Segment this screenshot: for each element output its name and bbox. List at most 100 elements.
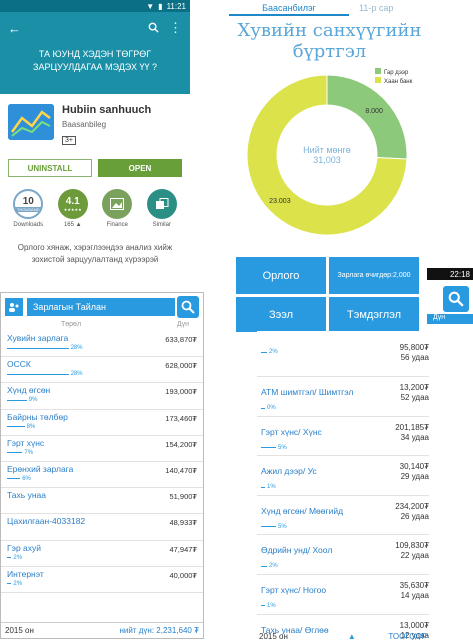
table-row[interactable]: Интернэт 40,000₮ 2% <box>1 567 203 593</box>
rating-stat[interactable]: 4.1 ★★★★★ 165 ▲ <box>56 189 90 228</box>
search-icon[interactable] <box>443 286 469 312</box>
table-row[interactable]: Хүнд өгсөн 193,000₮ 9% <box>1 383 203 410</box>
item-category: Өдрийн унд/ Хоол <box>261 545 333 556</box>
category-stat[interactable]: Finance <box>100 189 134 228</box>
row-category: Цахилгаан-4033182 <box>7 516 86 527</box>
item-share-bar <box>261 407 265 409</box>
status-bar: 22:18 <box>427 268 473 280</box>
pie-slice-1[interactable] <box>246 74 408 236</box>
status-bar: ▼ ▮ 11:21 <box>0 0 190 12</box>
report-year[interactable]: 2015 он <box>5 626 34 635</box>
table-row[interactable]: Хувийн зарлага 633,870₮ 28% <box>1 331 203 358</box>
open-button[interactable]: OPEN <box>98 159 182 177</box>
row-amount: 154,200₮ <box>165 439 197 449</box>
row-category: Тахь унаа <box>7 490 46 501</box>
row-share-bar <box>7 583 12 585</box>
row-percent: 9% <box>28 397 38 404</box>
row-amount: 40,000₮ <box>169 570 197 580</box>
rating-value: 4.1 <box>65 196 80 207</box>
row-percent: 28% <box>70 345 83 351</box>
row-amount: 173,460₮ <box>165 413 197 423</box>
row-category: Гэр ахуй <box>7 542 42 553</box>
item-share-bar <box>261 526 276 528</box>
table-row[interactable]: Гэрт хүнс 154,200₮ 7% <box>1 436 203 462</box>
item-percent: 5% <box>278 444 287 451</box>
banner-text: ТА ЮУНД ХЭДЭН ТӨГРӨГ ЗАРЦУУЛДАГАА МЭДЭХ … <box>33 49 157 72</box>
similar-stat[interactable]: Similar <box>145 189 179 228</box>
row-percent: 6% <box>22 475 31 482</box>
table-row[interactable]: Ерөнхий зарлага 140,470₮ 6% <box>1 462 203 489</box>
tab-bar: Баасанбилэг 11-р сар <box>229 0 430 16</box>
row-percent: 2% <box>13 580 23 587</box>
item-count: 34 удаа <box>400 432 429 442</box>
col-type: Төрөл <box>61 321 82 328</box>
item-category: Тахь унаа/ Өглөө <box>261 624 329 635</box>
status-time: 11:21 <box>166 1 186 11</box>
item-count: 29 удаа <box>400 472 429 482</box>
more-vert-icon[interactable]: ⋮ <box>169 20 182 35</box>
app-icon <box>8 104 54 140</box>
expand-icon[interactable]: ▲ <box>347 631 356 641</box>
row-share-bar <box>7 452 23 454</box>
expense-button[interactable]: Зарлага өчигдөр:2,000 <box>329 257 419 294</box>
uninstall-button[interactable]: UNINSTALL <box>8 159 92 177</box>
item-amount: 109,830₮ 22 удаа <box>395 541 429 561</box>
row-amount: 48,933₮ <box>169 518 197 528</box>
legend-label: Хаан банк <box>384 79 413 85</box>
row-category: ОССК <box>7 359 31 370</box>
center-value: 31,003 <box>313 155 341 165</box>
tab-user[interactable]: Баасанбилэг <box>229 0 349 16</box>
item-share-bar <box>261 486 265 488</box>
tab-month[interactable]: 11-р сар <box>359 3 394 13</box>
search-icon[interactable] <box>177 296 199 318</box>
finance-icon <box>102 189 133 219</box>
category-label: Finance <box>106 222 128 228</box>
item-percent: 2% <box>269 563 278 570</box>
table-row[interactable]: Байрны төлбөр 173,460₮ 8% <box>1 410 203 436</box>
row-category: Хувийн зарлага <box>7 333 69 343</box>
item-count: 22 удаа <box>400 551 429 561</box>
income-button[interactable]: Орлого <box>236 257 326 294</box>
row-amount: 47,947₮ <box>169 544 197 554</box>
pie-center <box>278 106 376 204</box>
list-item[interactable]: Гэрт хүнс/ Ногоо 35,630₮ 14 удаа 1% <box>257 575 429 615</box>
loan-button[interactable]: Зээл <box>236 297 326 332</box>
back-arrow-icon[interactable]: ← <box>8 20 21 36</box>
item-share-bar <box>261 605 265 607</box>
app-description: Орлого хянаж, хэрэглээндээ анализ хийж з… <box>17 243 173 264</box>
promo-banner: ТА ЮУНД ХЭДЭН ТӨГРӨГ ЗАРЦУУЛДАГАА МЭДЭХ … <box>0 44 190 94</box>
list-item[interactable]: 95,800₮ 56 удаа 2% <box>257 343 429 377</box>
list-year[interactable]: 2015 он <box>259 631 288 641</box>
row-share-bar <box>7 347 69 349</box>
list-item[interactable]: Хүнд өгсөн/ Мөөгийд 234,200₮ 26 удаа 5% <box>257 496 429 536</box>
row-amount: 628,000₮ <box>165 361 197 371</box>
list-item[interactable]: Өдрийн унд/ Хоол 109,830₮ 22 удаа 2% <box>257 535 429 575</box>
developer-name[interactable]: Baasanbileg <box>62 120 107 129</box>
expense-count-list: 95,800₮ 56 удаа 2% АТМ шимтгэл/ Шимтгэл 13,2… <box>257 331 429 644</box>
item-count: 26 удаа <box>400 511 429 521</box>
item-count: 14 удаа <box>400 590 429 600</box>
list-item[interactable]: АТМ шимтгэл/ Шимтгэл 13,200₮ 52 удаа 0% <box>257 377 429 417</box>
row-amount: 633,870₮ <box>165 335 197 344</box>
list-item[interactable]: Ажил дээр/ Ус 30,140₮ 29 удаа 1% <box>257 456 429 496</box>
row-category: Гэрт хүнс <box>7 437 45 448</box>
row-category: Хүнд өгсөн <box>7 385 51 396</box>
item-amount: 13,000₮ 12 удаа <box>399 620 429 640</box>
list-item[interactable]: Тахь унаа/ Өглөө 13,000₮ 12 удаа <box>257 615 429 644</box>
table-row[interactable]: ОССК 628,000₮ 28% <box>1 357 203 384</box>
list-item[interactable]: Гэрт хүнс/ Хүнс 201,185₮ 34 удаа 5% <box>257 417 429 457</box>
count-toggle[interactable]: ТООГООР <box>388 631 427 641</box>
pie-value-label: 8.000 <box>365 108 383 115</box>
item-amount: 201,185₮ 34 удаа <box>395 422 429 442</box>
pie-value-label: 23.003 <box>269 198 291 205</box>
downloads-label: Downloads <box>13 222 44 228</box>
search-icon[interactable] <box>148 21 159 36</box>
col-amount: Дүн <box>176 321 189 328</box>
table-row[interactable]: Цахилгаан-4033182 48,933₮ <box>1 514 203 541</box>
people-icon[interactable] <box>5 298 23 316</box>
table-row[interactable]: Гэр ахуй 47,947₮ 2% <box>1 541 203 567</box>
row-percent: 8% <box>26 423 36 430</box>
legend-swatch <box>375 77 381 83</box>
notes-button[interactable]: Тэмдэглэл <box>329 297 419 332</box>
table-row[interactable]: Тахь унаа 51,900₮ <box>1 488 203 515</box>
